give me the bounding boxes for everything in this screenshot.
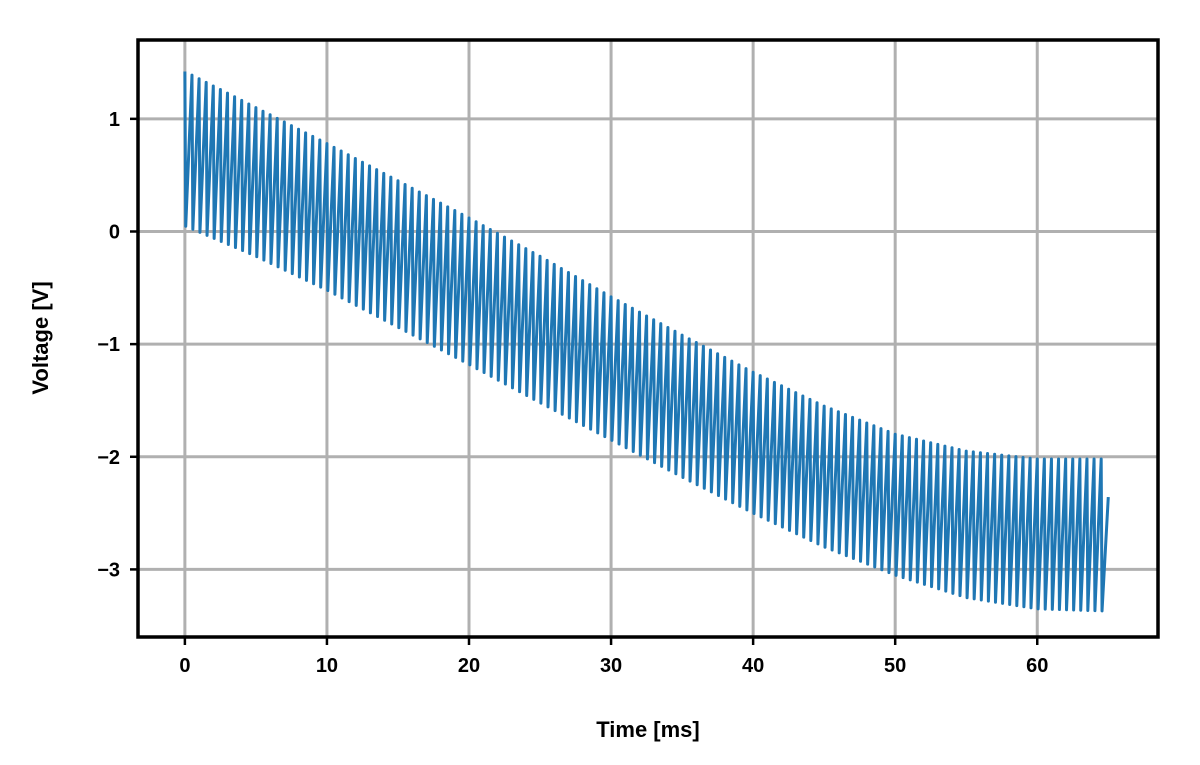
y-axis-label: Voltage [V] — [28, 281, 53, 394]
x-tick-label: 30 — [600, 655, 622, 677]
x-tick-label: 40 — [742, 655, 764, 677]
x-tick-label: 10 — [316, 655, 338, 677]
plot-frame — [136, 38, 1160, 639]
y-tick-label: 1 — [109, 109, 120, 131]
y-tick-label: 0 — [109, 221, 120, 243]
y-tick-label: −3 — [97, 559, 120, 581]
x-tick-label: 0 — [179, 655, 190, 677]
series-layer — [183, 71, 1110, 613]
voltage-series-line — [183, 71, 1110, 613]
x-tick-label: 60 — [1026, 655, 1048, 677]
grid — [138, 40, 1158, 637]
y-tick-label: −1 — [97, 334, 120, 356]
x-tick-label: 20 — [458, 655, 480, 677]
x-tick-label: 50 — [884, 655, 906, 677]
y-tick-label: −2 — [97, 447, 120, 469]
x-axis-label: Time [ms] — [596, 717, 700, 742]
